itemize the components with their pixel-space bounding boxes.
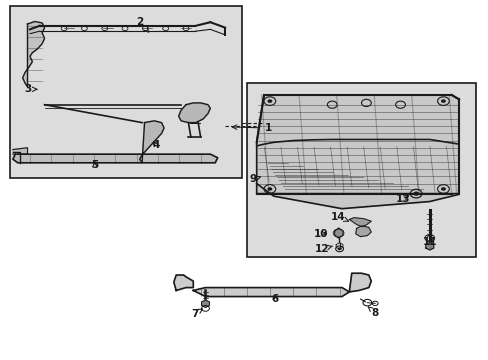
- Polygon shape: [425, 243, 433, 250]
- Text: 9: 9: [249, 174, 260, 184]
- Circle shape: [267, 99, 272, 103]
- Polygon shape: [348, 218, 370, 226]
- Polygon shape: [256, 139, 458, 209]
- Circle shape: [267, 187, 272, 191]
- Text: 3: 3: [24, 84, 37, 94]
- Text: 14: 14: [330, 212, 348, 221]
- Polygon shape: [355, 226, 370, 237]
- Polygon shape: [178, 103, 210, 123]
- Polygon shape: [201, 300, 209, 307]
- Text: 1: 1: [232, 123, 272, 133]
- Polygon shape: [334, 228, 342, 238]
- Bar: [246, 83, 475, 257]
- Polygon shape: [13, 154, 217, 163]
- Text: 2: 2: [136, 17, 148, 32]
- Bar: [10, 6, 242, 178]
- Polygon shape: [348, 273, 370, 292]
- Circle shape: [412, 192, 418, 196]
- Text: 11: 11: [422, 232, 436, 247]
- Text: 7: 7: [191, 309, 202, 319]
- Polygon shape: [173, 275, 193, 291]
- Text: 5: 5: [91, 159, 98, 170]
- Text: 13: 13: [395, 194, 409, 204]
- Text: 12: 12: [315, 244, 332, 254]
- Text: 4: 4: [152, 140, 159, 150]
- Polygon shape: [13, 148, 27, 154]
- Text: 6: 6: [271, 294, 278, 304]
- Polygon shape: [256, 95, 458, 194]
- Polygon shape: [140, 121, 163, 163]
- Circle shape: [440, 99, 445, 103]
- Circle shape: [337, 247, 341, 250]
- Polygon shape: [22, 22, 44, 87]
- Text: 10: 10: [313, 229, 327, 239]
- Text: 8: 8: [367, 307, 378, 318]
- Circle shape: [440, 187, 445, 191]
- Polygon shape: [193, 288, 348, 297]
